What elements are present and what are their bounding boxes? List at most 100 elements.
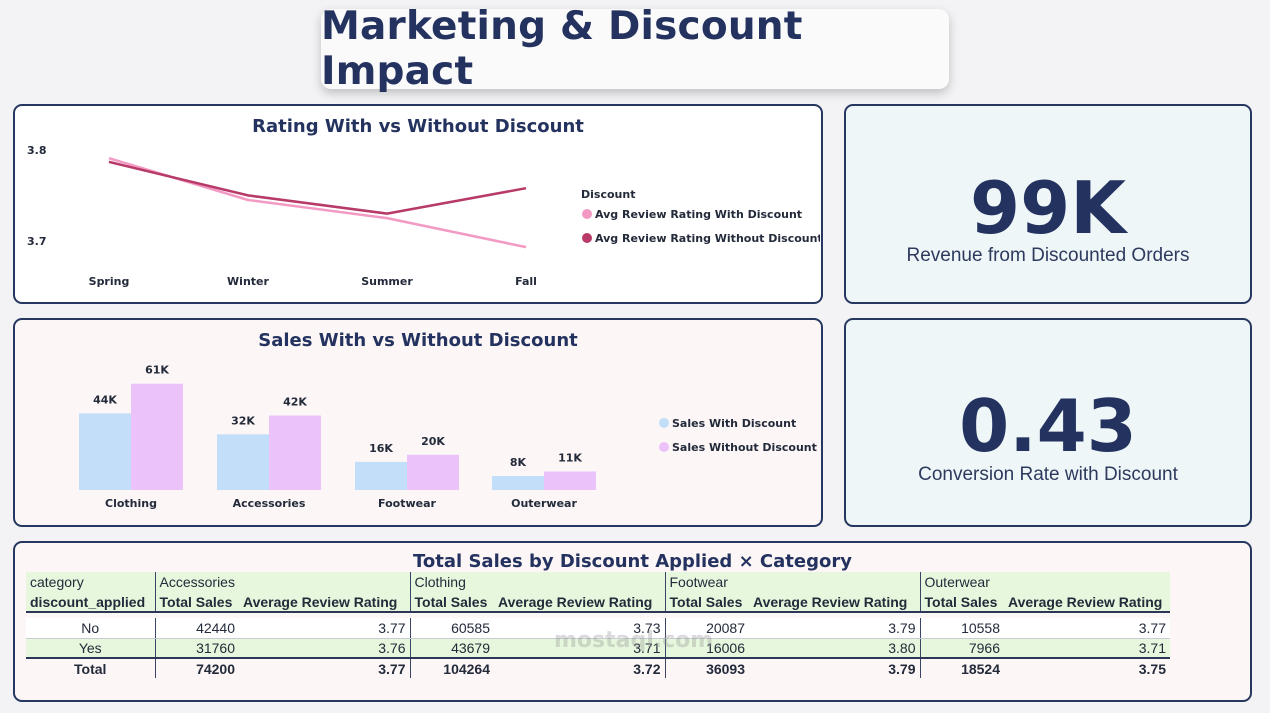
sales-matrix-table: category Accessories Clothing Footwear O… bbox=[26, 572, 1170, 678]
x-tick-label: Fall bbox=[515, 275, 537, 288]
table-cell: 3.71 bbox=[494, 638, 665, 659]
category-header-accessories: Accessories bbox=[154, 572, 410, 592]
sales-bar-chart: 44K 61K Clothing 32K 42K Accessories 16K 20K Foo… bbox=[79, 364, 817, 510]
rating-line-chart: 3.8 3.7 Spring Winter Summer Fall Discount Avg … bbox=[27, 144, 820, 288]
table-cell: 42440 bbox=[154, 618, 239, 639]
bar-without-discount bbox=[544, 471, 596, 490]
table-cell: 104264 bbox=[409, 658, 494, 678]
table-cell: 31760 bbox=[154, 638, 239, 659]
legend-label: Avg Review Rating Without Discount bbox=[595, 232, 820, 245]
table-cell: 60585 bbox=[409, 618, 494, 639]
x-tick-label: Winter bbox=[227, 275, 269, 288]
bar-with-discount bbox=[355, 461, 407, 490]
measure-header: Total Sales bbox=[919, 592, 1004, 613]
legend-marker bbox=[659, 442, 669, 452]
legend-marker bbox=[659, 418, 669, 428]
series-line-without-discount bbox=[108, 160, 527, 215]
table-cell: 3.80 bbox=[749, 638, 920, 659]
bar-with-discount bbox=[492, 476, 544, 490]
bar-with-discount bbox=[217, 434, 269, 490]
measure-header: Average Review Rating bbox=[239, 592, 410, 613]
table-cell: 3.77 bbox=[1004, 618, 1170, 639]
row-header-label: category bbox=[26, 572, 155, 592]
table-cell: 3.71 bbox=[1004, 638, 1170, 659]
x-tick-label: Accessories bbox=[233, 497, 306, 510]
conversion-kpi-card: 0.43 Conversion Rate with Discount bbox=[844, 318, 1252, 527]
legend-marker bbox=[582, 209, 592, 219]
measure-header: Average Review Rating bbox=[1004, 592, 1170, 613]
revenue-kpi-value: 99K bbox=[970, 166, 1126, 250]
bar-data-label: 11K bbox=[558, 451, 582, 464]
legend-title: Discount bbox=[581, 188, 635, 201]
bar-chart-title: Sales With vs Without Discount bbox=[258, 330, 578, 351]
bar-without-discount bbox=[131, 383, 183, 490]
conversion-kpi-label: Conversion Rate with Discount bbox=[918, 464, 1178, 485]
dashboard-title-card: Marketing & Discount Impact bbox=[321, 4, 949, 94]
conversion-kpi-value: 0.43 bbox=[959, 384, 1137, 468]
revenue-kpi-card: 99K Revenue from Discounted Orders bbox=[844, 104, 1252, 304]
table-row: No 42440 3.77 60585 3.73 20087 3.79 1055… bbox=[26, 618, 1170, 639]
x-tick-label: Footwear bbox=[378, 497, 436, 510]
category-header-footwear: Footwear bbox=[664, 572, 920, 592]
measure-header: Average Review Rating bbox=[749, 592, 920, 613]
legend-marker bbox=[582, 233, 592, 243]
table-cell: 20087 bbox=[664, 618, 749, 639]
sales-matrix-panel: Total Sales by Discount Applied × Catego… bbox=[13, 541, 1252, 702]
table-cell: 16006 bbox=[664, 638, 749, 659]
legend-label: Sales With Discount bbox=[672, 417, 796, 430]
table-total-row: Total 74200 3.77 104264 3.72 36093 3.79 … bbox=[26, 658, 1170, 678]
series-line-with-discount bbox=[108, 157, 527, 249]
table-cell: 7966 bbox=[919, 638, 1004, 659]
matrix-category-header-row: category Accessories Clothing Footwear O… bbox=[26, 572, 1170, 592]
row-label-yes: Yes bbox=[26, 638, 155, 659]
measure-header: Average Review Rating bbox=[494, 592, 665, 613]
bar-data-label: 42K bbox=[283, 396, 307, 409]
bar-data-label: 8K bbox=[510, 456, 527, 469]
measure-header: Total Sales bbox=[154, 592, 239, 613]
table-cell: 18524 bbox=[919, 658, 1004, 678]
category-header-clothing: Clothing bbox=[409, 572, 665, 592]
table-cell: 3.79 bbox=[749, 618, 920, 639]
watermark: mostaql.com bbox=[554, 628, 714, 653]
row-subheader-label: discount_applied bbox=[26, 592, 155, 613]
x-tick-label: Outerwear bbox=[511, 497, 577, 510]
x-tick-label: Spring bbox=[89, 275, 130, 288]
category-header-outerwear: Outerwear bbox=[919, 572, 1170, 592]
bar-data-label: 44K bbox=[93, 393, 117, 406]
row-label-no: No bbox=[26, 618, 155, 639]
y-tick-label: 3.7 bbox=[27, 235, 47, 248]
table-cell: 3.76 bbox=[239, 638, 410, 659]
table-cell: 74200 bbox=[154, 658, 239, 678]
table-row: Yes 31760 3.76 43679 3.71 16006 3.80 796… bbox=[26, 638, 1170, 659]
table-cell: 3.73 bbox=[494, 618, 665, 639]
table-cell: 3.77 bbox=[239, 618, 410, 639]
bar-with-discount bbox=[79, 413, 131, 490]
bar-without-discount bbox=[407, 454, 459, 490]
table-cell: 3.75 bbox=[1004, 658, 1170, 678]
table-cell: 3.79 bbox=[749, 658, 920, 678]
bar-data-label: 61K bbox=[145, 364, 169, 377]
y-tick-label: 3.8 bbox=[27, 144, 47, 157]
matrix-measure-header-row: discount_applied Total Sales Average Rev… bbox=[26, 592, 1170, 613]
row-label-total: Total bbox=[26, 658, 155, 678]
table-cell: 10558 bbox=[919, 618, 1004, 639]
x-tick-label: Clothing bbox=[105, 497, 157, 510]
sales-bar-chart-panel: Sales With vs Without Discount 44K 61K Clo… bbox=[13, 318, 823, 527]
measure-header: Total Sales bbox=[409, 592, 494, 613]
table-cell: 43679 bbox=[409, 638, 494, 659]
table-cell: 3.77 bbox=[239, 658, 410, 678]
x-tick-label: Summer bbox=[361, 275, 413, 288]
bar-data-label: 32K bbox=[231, 414, 255, 427]
rating-line-chart-panel: Rating With vs Without Discount 3.8 3.7 Sp… bbox=[13, 104, 823, 304]
revenue-kpi-label: Revenue from Discounted Orders bbox=[906, 245, 1190, 266]
bar-data-label: 16K bbox=[369, 442, 393, 455]
bar-data-label: 20K bbox=[421, 435, 445, 448]
matrix-title: Total Sales by Discount Applied × Catego… bbox=[413, 551, 852, 572]
legend-label: Sales Without Discount bbox=[672, 441, 817, 454]
table-cell: 36093 bbox=[664, 658, 749, 678]
bar-without-discount bbox=[269, 415, 321, 490]
line-chart-title: Rating With vs Without Discount bbox=[252, 116, 584, 137]
page-title: Marketing & Discount Impact bbox=[321, 4, 803, 94]
table-cell: 3.72 bbox=[494, 658, 665, 678]
measure-header: Total Sales bbox=[664, 592, 749, 613]
